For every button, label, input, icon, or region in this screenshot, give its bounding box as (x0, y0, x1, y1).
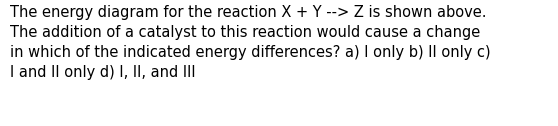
Text: The energy diagram for the reaction X + Y --> Z is shown above.
The addition of : The energy diagram for the reaction X + … (10, 5, 490, 80)
